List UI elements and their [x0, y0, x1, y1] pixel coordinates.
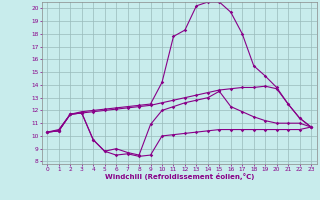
- X-axis label: Windchill (Refroidissement éolien,°C): Windchill (Refroidissement éolien,°C): [105, 173, 254, 180]
